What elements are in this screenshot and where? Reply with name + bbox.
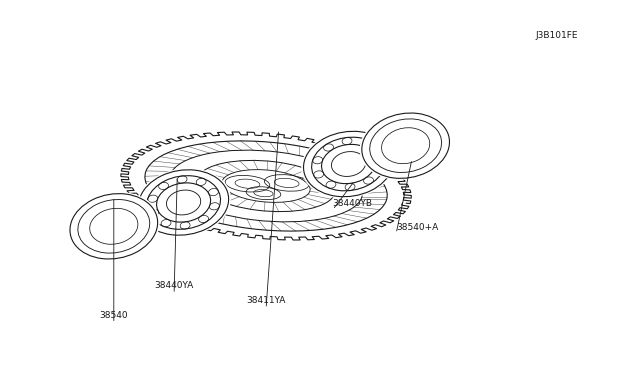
Ellipse shape (360, 111, 452, 180)
Text: 38440YA: 38440YA (154, 282, 194, 291)
Text: 38411YA: 38411YA (246, 296, 285, 305)
Text: 38440YB: 38440YB (333, 199, 372, 208)
Text: 38540+A: 38540+A (396, 223, 438, 232)
Text: J3B101FE: J3B101FE (536, 31, 578, 39)
Text: 38540: 38540 (99, 311, 128, 320)
Ellipse shape (68, 192, 160, 261)
Ellipse shape (301, 130, 396, 198)
Ellipse shape (136, 168, 231, 237)
Ellipse shape (120, 132, 412, 240)
